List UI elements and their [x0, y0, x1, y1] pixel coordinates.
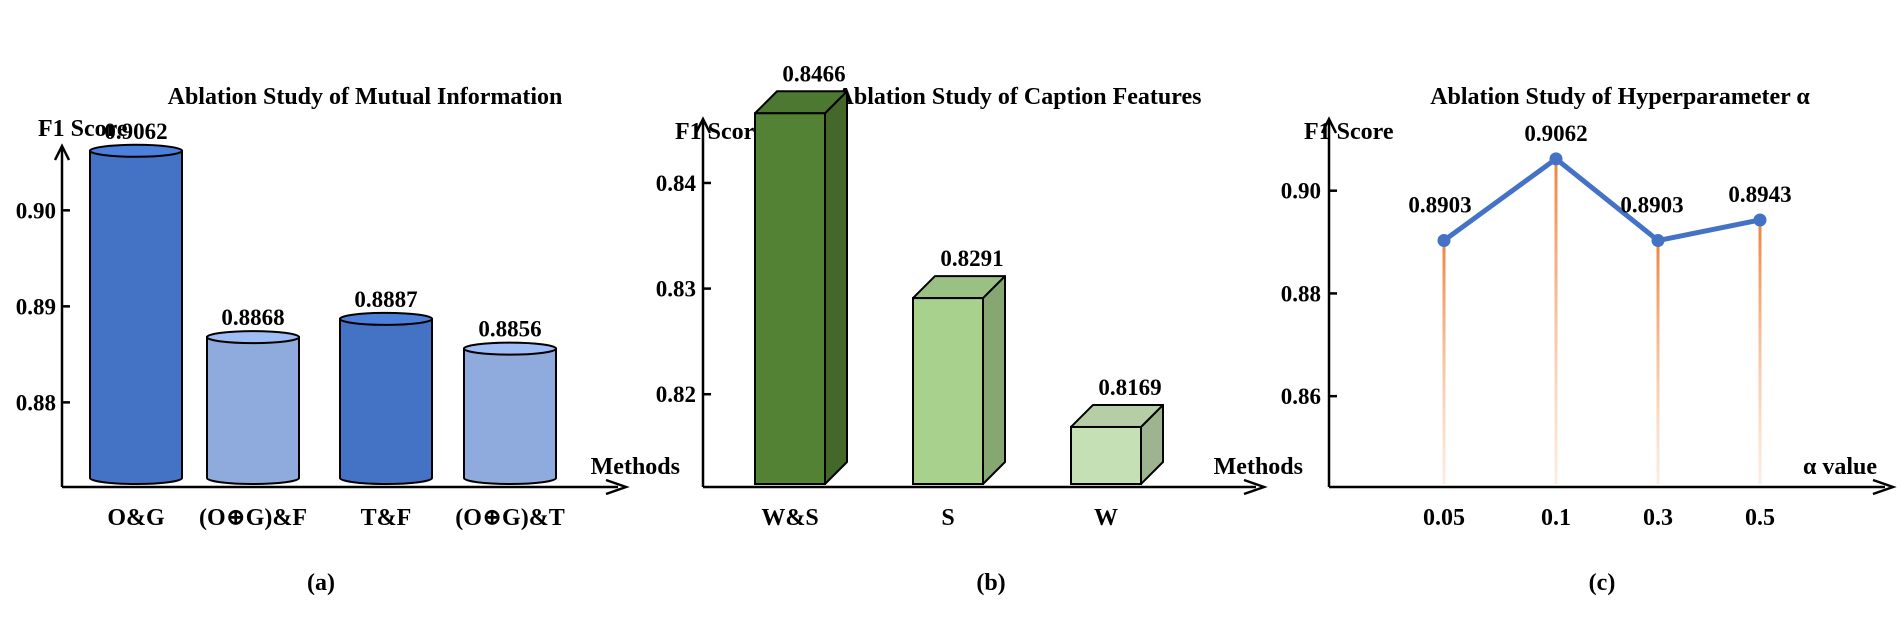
chart-c-ylabel: F1 Score — [1304, 119, 1394, 145]
data-label: 0.8868 — [221, 305, 284, 330]
x-tick-label: 0.05 — [1423, 505, 1465, 531]
chart-b-title: Ablation Study of Caption Features — [837, 84, 1202, 110]
x-tick-label: 0.5 — [1745, 505, 1775, 531]
bar-front — [1070, 425, 1142, 485]
bar-top — [463, 341, 557, 356]
chart-c-title: Ablation Study of Hyperparameter α — [1430, 84, 1810, 110]
chart-a-x-axis-arrow — [605, 478, 630, 496]
chart-b-x-axis-arrow — [1243, 478, 1268, 496]
bar-body — [339, 317, 433, 485]
y-tick-label: 0.90 — [1281, 179, 1321, 204]
x-tick-label: W&S — [761, 505, 818, 531]
bar — [89, 143, 183, 485]
x-tick-label: (O⊕G)&T — [455, 505, 564, 531]
y-tick-label: 0.89 — [16, 294, 56, 319]
data-label: 0.8466 — [782, 61, 845, 86]
bar-front — [754, 112, 826, 485]
bar-top — [206, 330, 300, 345]
chart-c-y-axis-arrow — [1320, 116, 1338, 134]
chart-a-caption: (a) — [307, 570, 335, 596]
chart-b-y-axis-arrow — [694, 116, 712, 134]
x-tick-label: W — [1094, 505, 1118, 531]
chart-caption-features: Ablation Study of Caption Features F1 Sc… — [656, 61, 1303, 596]
drop-line — [1656, 240, 1660, 484]
bar-body — [206, 336, 300, 485]
chart-a-xlabel: Methods — [591, 454, 680, 480]
x-tick-label: O&G — [107, 505, 165, 531]
bar — [463, 341, 557, 485]
chart-mutual-information: Ablation Study of Mutual Information F1 … — [16, 84, 680, 596]
chart-hyperparameter-alpha: Ablation Study of Hyperparameter α F1 Sc… — [1281, 84, 1897, 596]
chart-a-y-axis-arrow — [53, 143, 71, 161]
chart-a-title: Ablation Study of Mutual Information — [168, 84, 563, 110]
data-label: 0.8169 — [1098, 375, 1161, 400]
y-tick-label: 0.84 — [656, 171, 697, 196]
y-tick-label: 0.83 — [656, 277, 696, 302]
y-tick-label: 0.82 — [656, 382, 696, 407]
bar-front — [912, 297, 984, 485]
y-tick-label: 0.88 — [16, 390, 56, 415]
data-label: 0.8943 — [1728, 182, 1791, 207]
bar-top — [339, 311, 433, 326]
series-line — [1442, 156, 1761, 244]
data-point — [1753, 213, 1767, 227]
data-label: 0.9062 — [1524, 121, 1587, 146]
bar-side — [982, 275, 1006, 485]
bar — [1070, 403, 1164, 485]
y-tick-label: 0.90 — [16, 198, 56, 223]
data-point — [1549, 152, 1563, 166]
bar-body — [89, 149, 183, 485]
x-tick-label: 0.3 — [1643, 505, 1673, 531]
drop-line — [1554, 158, 1558, 484]
bar-top — [89, 143, 183, 158]
drop-line — [1758, 219, 1762, 484]
bar — [206, 330, 300, 485]
chart-c-x-axis-arrow — [1872, 478, 1897, 496]
x-tick-label: S — [941, 505, 954, 531]
chart-b-caption: (b) — [976, 570, 1005, 596]
data-label: 0.8903 — [1620, 193, 1683, 218]
data-point — [1437, 234, 1451, 248]
data-label: 0.8856 — [478, 317, 541, 342]
bar-body — [463, 347, 557, 485]
drop-line — [1442, 240, 1446, 484]
x-tick-label: 0.1 — [1541, 505, 1571, 531]
chart-b-xlabel: Methods — [1214, 454, 1303, 480]
y-tick-label: 0.88 — [1281, 281, 1321, 306]
chart-c-xlabel: α value — [1803, 454, 1877, 480]
bar-side — [824, 90, 848, 485]
x-tick-label: (O⊕G)&F — [199, 505, 307, 531]
data-label: 0.8887 — [354, 287, 417, 312]
chart-a-ylabel: F1 Score — [38, 116, 128, 142]
bar — [754, 90, 848, 485]
chart-c-caption: (c) — [1589, 570, 1616, 596]
bar — [339, 311, 433, 485]
data-label: 0.8903 — [1408, 193, 1471, 218]
bar — [912, 275, 1006, 485]
data-label: 0.8291 — [940, 246, 1003, 271]
data-label: 0.9062 — [104, 119, 167, 144]
y-tick-label: 0.86 — [1281, 384, 1321, 409]
chart-b-ylabel: F1 Score — [675, 119, 765, 145]
data-point — [1651, 234, 1665, 248]
x-tick-label: T&F — [361, 505, 412, 531]
